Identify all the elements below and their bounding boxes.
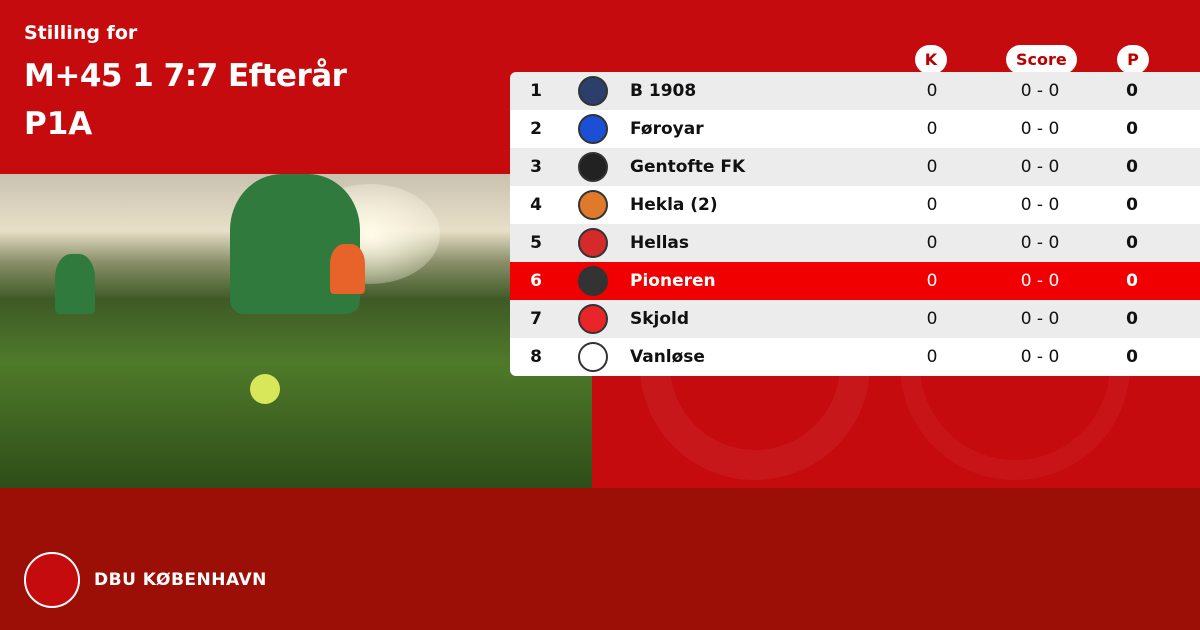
team-logo-icon — [578, 304, 608, 334]
team-logo-icon — [578, 228, 608, 258]
position-cell: 4 — [530, 195, 542, 215]
table-row[interactable]: 7 Skjold 0 0 - 0 0 — [510, 300, 1200, 338]
points-cell: 0 — [1126, 157, 1138, 177]
table-row[interactable]: 1 B 1908 0 0 - 0 0 — [510, 72, 1200, 110]
score-cell: 0 - 0 — [1020, 271, 1060, 291]
table-row[interactable]: 5 Hellas 0 0 - 0 0 — [510, 224, 1200, 262]
table-row[interactable]: 6 Pioneren 0 0 - 0 0 — [510, 262, 1200, 300]
player — [330, 244, 365, 294]
position-cell: 1 — [530, 81, 542, 101]
position-cell: 7 — [530, 309, 542, 329]
column-header-k: K — [915, 45, 947, 74]
team-name: B 1908 — [630, 81, 697, 101]
football-photo — [0, 174, 592, 488]
score-cell: 0 - 0 — [1020, 119, 1060, 139]
k-cell: 0 — [926, 119, 938, 139]
player — [55, 254, 95, 314]
table-row[interactable]: 3 Gentofte FK 0 0 - 0 0 — [510, 148, 1200, 186]
position-cell: 8 — [530, 347, 542, 367]
score-cell: 0 - 0 — [1020, 81, 1060, 101]
points-cell: 0 — [1126, 81, 1138, 101]
k-cell: 0 — [926, 233, 938, 253]
team-logo-icon — [578, 152, 608, 182]
position-cell: 2 — [530, 119, 542, 139]
team-name: Pioneren — [630, 271, 716, 291]
page-title: M+45 1 7:7 Efterår — [24, 58, 347, 94]
k-cell: 0 — [926, 309, 938, 329]
ball — [250, 374, 280, 404]
k-cell: 0 — [926, 347, 938, 367]
score-cell: 0 - 0 — [1020, 309, 1060, 329]
k-cell: 0 — [926, 157, 938, 177]
score-cell: 0 - 0 — [1020, 347, 1060, 367]
table-row[interactable]: 2 Føroyar 0 0 - 0 0 — [510, 110, 1200, 148]
table-row[interactable]: 4 Hekla (2) 0 0 - 0 0 — [510, 186, 1200, 224]
team-logo-icon — [578, 76, 608, 106]
score-cell: 0 - 0 — [1020, 195, 1060, 215]
team-logo-icon — [578, 266, 608, 296]
team-name: Vanløse — [630, 347, 705, 367]
team-logo-icon — [578, 114, 608, 144]
column-header-score: Score — [1006, 45, 1077, 74]
points-cell: 0 — [1126, 271, 1138, 291]
brand-name: DBU KØBENHAVN — [94, 570, 267, 590]
position-cell: 5 — [530, 233, 542, 253]
team-name: Gentofte FK — [630, 157, 746, 177]
points-cell: 0 — [1126, 195, 1138, 215]
team-logo-icon — [578, 342, 608, 372]
footer: DBU KØBENHAVN — [24, 552, 267, 608]
table-row[interactable]: 8 Vanløse 0 0 - 0 0 — [510, 338, 1200, 376]
score-cell: 0 - 0 — [1020, 157, 1060, 177]
subtitle: Stilling for — [24, 22, 138, 44]
position-cell: 3 — [530, 157, 542, 177]
k-cell: 0 — [926, 195, 938, 215]
team-name: Skjold — [630, 309, 690, 329]
team-name: Føroyar — [630, 119, 704, 139]
points-cell: 0 — [1126, 347, 1138, 367]
points-cell: 0 — [1126, 309, 1138, 329]
team-name: Hekla (2) — [630, 195, 718, 215]
header-background: Stilling for M+45 1 7:7 Efterår P1A K Sc… — [0, 0, 1200, 488]
position-cell: 6 — [530, 271, 542, 291]
team-logo-icon — [578, 190, 608, 220]
k-cell: 0 — [926, 271, 938, 291]
k-cell: 0 — [926, 81, 938, 101]
dbu-seal-logo — [24, 552, 80, 608]
points-cell: 0 — [1126, 233, 1138, 253]
points-cell: 0 — [1126, 119, 1138, 139]
pool-name: P1A — [24, 106, 93, 142]
column-header-p: P — [1117, 45, 1149, 74]
standings-table: 1 B 1908 0 0 - 0 0 2 Føroyar 0 0 - 0 0 3 Gentofte F… — [510, 72, 1200, 376]
team-name: Hellas — [630, 233, 690, 253]
score-cell: 0 - 0 — [1020, 233, 1060, 253]
